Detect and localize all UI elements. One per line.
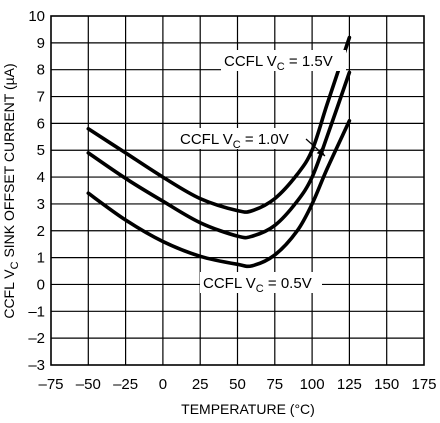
x-tick-labels: –75 –50 –25 0 25 50 75 100 125 150 175 <box>38 376 436 393</box>
y-tick-label: 7 <box>37 89 45 106</box>
x-tick-label: 0 <box>159 376 167 393</box>
annotation-background <box>177 128 303 149</box>
y-tick-label: 5 <box>37 142 45 159</box>
y-tick-label: 4 <box>37 169 45 186</box>
curve-annotations: CCFL VC = 1.5V CCFL VC = 1.0V CCFL VC = 0.… <box>177 50 346 295</box>
x-tick-label: –75 <box>38 376 63 393</box>
y-tick-label: –3 <box>28 357 45 374</box>
curve-vc05 <box>86 118 352 269</box>
grid <box>50 15 425 366</box>
x-tick-label: 100 <box>300 376 325 393</box>
x-tick-label: –25 <box>113 376 138 393</box>
plot-frame <box>50 15 425 366</box>
x-tick-label: 25 <box>192 376 209 393</box>
y-tick-label: –1 <box>28 303 45 320</box>
x-tick-label: 150 <box>374 376 399 393</box>
y-tick-label: 0 <box>37 276 45 293</box>
y-tick-label: 6 <box>37 115 45 132</box>
annotation-label: CCFL VC = 0.5V <box>203 275 312 295</box>
x-tick-label: 125 <box>337 376 362 393</box>
annotation-background <box>200 272 322 293</box>
y-axis-title-rest: SINK OFFSET CURRENT (µA) <box>1 63 17 261</box>
y-axis-title-subscript: C <box>9 261 21 269</box>
annotation-background <box>221 50 346 71</box>
annotation-label: CCFL VC = 1.0V <box>180 131 289 151</box>
curve-vc15 <box>86 35 352 214</box>
annotation-vc15: CCFL VC = 1.5V <box>221 50 346 73</box>
y-axis-title: CCFL VC SINK OFFSET CURRENT (µA) <box>1 63 21 318</box>
y-tick-label: 2 <box>37 223 45 240</box>
y-tick-labels: –3 –2 –1 0 1 2 3 4 5 6 7 8 9 10 <box>28 8 45 374</box>
data-curves <box>86 35 352 269</box>
y-tick-label: 9 <box>37 35 45 52</box>
y-tick-label: 1 <box>37 250 45 267</box>
annotation-label: CCFL VC = 1.5V <box>224 53 333 73</box>
y-tick-label: 10 <box>28 8 45 25</box>
x-tick-label: 75 <box>266 376 283 393</box>
curve-vc10 <box>86 70 352 240</box>
y-tick-label: 3 <box>37 196 45 213</box>
annotation-vc10: CCFL VC = 1.0V <box>177 128 326 157</box>
annotation-vc05: CCFL VC = 0.5V <box>200 272 322 295</box>
x-axis-title: TEMPERATURE (°C) <box>181 401 315 417</box>
x-tick-label: 50 <box>229 376 246 393</box>
y-axis-title-main: CCFL V <box>1 269 17 319</box>
y-tick-label: 8 <box>37 62 45 79</box>
leader-arrowhead <box>316 148 325 156</box>
x-tick-label: –50 <box>76 376 101 393</box>
y-tick-label: –2 <box>28 330 45 347</box>
x-tick-label: 175 <box>411 376 436 393</box>
